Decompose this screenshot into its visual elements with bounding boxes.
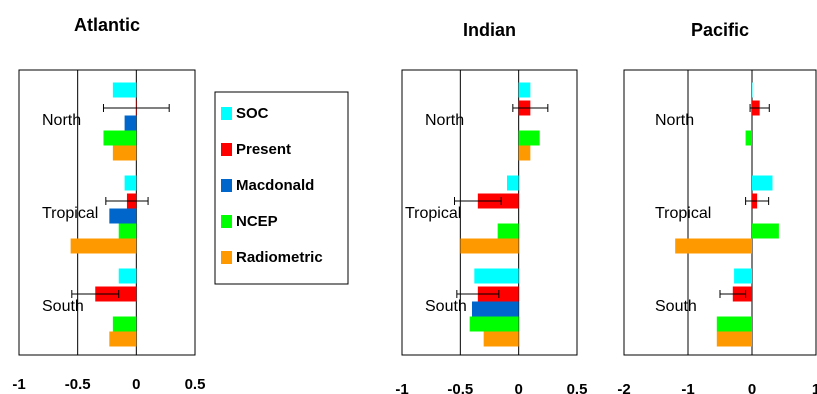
- region-label: Tropical: [655, 205, 711, 222]
- bar-radiometric: [460, 238, 519, 254]
- x-tick-label: 0.5: [567, 381, 588, 394]
- panel-pacific: Pacific -2 -1 0 1 North Tropical South: [617, 20, 817, 394]
- plot-frame: [623, 69, 817, 356]
- legend-label: Radiometric: [236, 249, 323, 266]
- bar-soc: [124, 175, 137, 191]
- legend-label: SOC: [236, 105, 269, 122]
- bar-ncep: [112, 316, 137, 332]
- legend-label: Present: [236, 141, 291, 158]
- bar-radiometric: [716, 331, 752, 347]
- bar-soc: [752, 82, 753, 98]
- x-tick-label: -2: [617, 381, 630, 394]
- bar-ncep: [745, 130, 752, 146]
- x-tick-label: 0: [514, 381, 522, 394]
- x-tick-label: 0: [748, 381, 756, 394]
- x-tick-label: -1: [12, 376, 25, 393]
- bar-ncep: [752, 223, 779, 239]
- plot-frame: [401, 69, 578, 356]
- region-label: Tropical: [42, 205, 98, 222]
- bar-soc: [507, 175, 519, 191]
- legend-swatch-radiometric: [221, 251, 232, 264]
- region-label: South: [655, 298, 697, 315]
- legend-swatch-present: [221, 143, 232, 156]
- x-tick-label: 1: [812, 381, 817, 394]
- bar-ncep: [497, 223, 519, 239]
- panel-atlantic: Atlantic -1 -0.5 0 0.5 North Tropical South: [12, 15, 205, 393]
- bar-radiometric: [483, 331, 519, 347]
- bar-macdonald: [472, 301, 519, 317]
- region-label: Tropical: [405, 205, 461, 222]
- legend-swatch-macdonald: [221, 179, 232, 192]
- bar-radiometric: [675, 238, 752, 254]
- bar-soc: [752, 175, 773, 191]
- bar-soc: [112, 82, 137, 98]
- panel-title: Indian: [463, 20, 516, 40]
- legend-swatch-soc: [221, 107, 232, 120]
- x-tick-label: -0.5: [65, 376, 91, 393]
- region-label: South: [425, 298, 467, 315]
- x-tick-label: -1: [395, 381, 408, 394]
- region-label: North: [655, 112, 694, 129]
- panel-title: Pacific: [691, 20, 749, 40]
- x-tick-label: 0.5: [185, 376, 206, 393]
- bar-ncep: [103, 130, 137, 146]
- bar-soc: [518, 82, 531, 98]
- legend-label: NCEP: [236, 213, 278, 230]
- bar-soc: [474, 268, 519, 284]
- plot-frame: [18, 69, 196, 356]
- region-label: North: [42, 112, 81, 129]
- legend-label: Macdonald: [236, 177, 314, 194]
- bar-soc: [118, 268, 137, 284]
- x-tick-label: -0.5: [447, 381, 473, 394]
- region-label: South: [42, 298, 84, 315]
- bar-radiometric: [112, 145, 137, 161]
- panel-title: Atlantic: [74, 15, 140, 35]
- bar-macdonald: [124, 115, 137, 131]
- bar-ncep: [118, 223, 137, 239]
- bar-radiometric: [109, 331, 137, 347]
- bar-radiometric: [518, 145, 531, 161]
- bar-ncep: [518, 130, 540, 146]
- bar-ncep: [716, 316, 752, 332]
- legend-frame: [214, 91, 349, 285]
- panel-indian: Indian -1 -0.5 0 0.5 North Tropical South: [395, 20, 587, 394]
- x-tick-label: 0: [132, 376, 140, 393]
- bar-soc: [734, 268, 752, 284]
- x-tick-label: -1: [681, 381, 694, 394]
- bar-radiometric: [70, 238, 137, 254]
- bar-ncep: [469, 316, 519, 332]
- legend-swatch-ncep: [221, 215, 232, 228]
- region-label: North: [425, 112, 464, 129]
- legend: SOC Present Macdonald NCEP Radiometric: [214, 91, 349, 285]
- bar-macdonald: [109, 208, 137, 224]
